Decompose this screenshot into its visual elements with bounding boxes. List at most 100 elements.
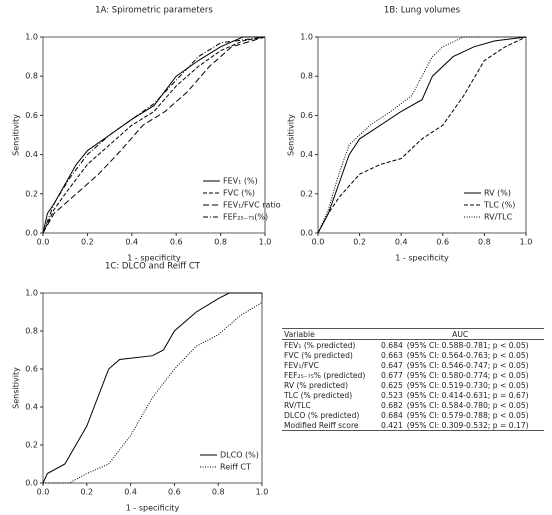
table-row: DLCO (% predicted) 0.684 (95% CI: 0.579-0.… bbox=[282, 410, 544, 420]
x-tick-label: 1.0 bbox=[259, 238, 272, 247]
table-cell: (95% CI: 0.546-0.747; p < 0.05) bbox=[406, 360, 529, 370]
y-tick-label: 0.8 bbox=[300, 72, 313, 81]
legend-label: RV (%) bbox=[484, 189, 511, 198]
y-tick-label: 0.6 bbox=[300, 111, 313, 120]
y-tick-label: 1.0 bbox=[300, 33, 313, 42]
table-cell: FEF₂₅₋₇₅% (predicted) bbox=[284, 370, 366, 380]
table-cell: FEV₁ (% predicted) bbox=[284, 340, 356, 350]
table-cell: RV (% predicted) bbox=[284, 380, 349, 390]
y-tick-label: 0.8 bbox=[25, 72, 38, 81]
legend-label: FEV₁ (%) bbox=[223, 177, 258, 186]
table-cell: Modified Reiff score bbox=[284, 420, 359, 430]
table-row: RV (% predicted) 0.625 (95% CI: 0.519-0.73… bbox=[282, 380, 544, 390]
table-cell: FVC (% predicted) bbox=[284, 350, 353, 360]
x-tick-label: 0.2 bbox=[353, 238, 366, 247]
x-tick-label: 0.6 bbox=[168, 488, 181, 497]
x-tick-label: 0.8 bbox=[214, 238, 227, 247]
x-tick-label: 1.0 bbox=[256, 488, 269, 497]
roc-curve bbox=[317, 36, 527, 234]
y-tick-label: 0.2 bbox=[300, 189, 313, 198]
y-tick-label: 0.0 bbox=[300, 229, 313, 238]
table-header: Variable AUC bbox=[282, 328, 544, 340]
y-tick-label: 0.4 bbox=[300, 150, 313, 159]
x-axis-label: 1 - specificity bbox=[126, 504, 180, 513]
roc-curve bbox=[317, 36, 527, 234]
table-cell: 0.684 bbox=[381, 410, 403, 420]
roc-curve bbox=[42, 36, 266, 234]
legend-label: TLC (%) bbox=[483, 201, 515, 210]
x-tick-label: 0.6 bbox=[170, 238, 183, 247]
table-cell: (95% CI: 0.579-0.788; p < 0.05) bbox=[406, 410, 529, 420]
legend-label: FVC (%) bbox=[223, 189, 255, 198]
table-cell: TLC (% predicted) bbox=[284, 390, 353, 400]
y-tick-label: 0.2 bbox=[25, 189, 38, 198]
table-cell: 0.663 bbox=[381, 350, 403, 360]
table-cell: (95% CI: 0.584-0.780; p < 0.05) bbox=[406, 400, 529, 410]
x-tick-label: 0.0 bbox=[37, 238, 50, 247]
roc-curve bbox=[43, 293, 263, 484]
y-axis-label: Sensitivity bbox=[12, 367, 21, 409]
table-cell: 0.682 bbox=[381, 400, 403, 410]
y-tick-label: 0.4 bbox=[25, 150, 38, 159]
y-tick-label: 0.6 bbox=[25, 365, 38, 374]
y-tick-label: 0.4 bbox=[25, 403, 38, 412]
legend-label: FEF₂₅₋₇₅(%) bbox=[223, 213, 268, 222]
y-tick-label: 0.6 bbox=[25, 111, 38, 120]
x-axis-label: 1 - specificity bbox=[395, 254, 449, 263]
auc-table: Variable AUC FEV₁ (% predicted) 0.684 (95%… bbox=[282, 328, 544, 431]
y-tick-label: 1.0 bbox=[25, 33, 38, 42]
table-row: FVC (% predicted) 0.663 (95% CI: 0.564-0.7… bbox=[282, 350, 544, 360]
table-cell: 0.625 bbox=[381, 380, 403, 390]
table-row: FEV₁ (% predicted) 0.684 (95% CI: 0.588-0.… bbox=[282, 340, 544, 351]
y-axis-label: Sensitivity bbox=[12, 114, 21, 156]
table-cell: 0.647 bbox=[381, 360, 403, 370]
chart-title: 1A: Spirometric parameters bbox=[95, 6, 213, 16]
x-axis-label: 1 - specificity bbox=[127, 254, 181, 263]
plot-frame bbox=[42, 292, 263, 484]
table-cell: (95% CI: 0.564-0.763; p < 0.05) bbox=[406, 350, 529, 360]
table-cell: 0.684 bbox=[381, 340, 403, 350]
header-cell: AUC bbox=[452, 329, 469, 339]
y-tick-label: 0.0 bbox=[25, 229, 38, 238]
chart-title: 1B: Lung volumes bbox=[384, 6, 461, 16]
table-cell: (95% CI: 0.588-0.781; p < 0.05) bbox=[406, 340, 529, 350]
x-tick-label: 0.4 bbox=[125, 238, 138, 247]
roc-curve bbox=[42, 36, 266, 234]
legend-label: FEV₁/FVC ratio bbox=[223, 201, 281, 210]
table-row: RV/TLC 0.682 (95% CI: 0.584-0.780; p < 0.0… bbox=[282, 400, 544, 410]
table-row: TLC (% predicted) 0.523 (95% CI: 0.414-0.6… bbox=[282, 390, 544, 400]
x-tick-label: 0.0 bbox=[37, 488, 50, 497]
legend-label: RV/TLC bbox=[484, 213, 513, 222]
plot-frame bbox=[42, 36, 266, 234]
x-tick-label: 0.0 bbox=[312, 238, 325, 247]
roc-curve bbox=[42, 292, 262, 484]
y-tick-label: 0.0 bbox=[25, 479, 38, 488]
table-cell: RV/TLC bbox=[284, 400, 311, 410]
header-cell: Variable bbox=[284, 329, 315, 339]
table-row: FEF₂₅₋₇₅% (predicted) 0.677 (95% CI: 0.580… bbox=[282, 370, 544, 380]
table-cell: 0.421 bbox=[381, 420, 403, 430]
table-row: FEV₁/FVC 0.647 (95% CI: 0.546-0.747; p < 0… bbox=[282, 360, 544, 370]
table-cell: (95% CI: 0.414-0.631; p = 0.67) bbox=[406, 390, 529, 400]
table-cell: (95% CI: 0.580-0.774; p < 0.05) bbox=[406, 370, 529, 380]
x-tick-label: 0.6 bbox=[436, 238, 449, 247]
x-tick-label: 0.2 bbox=[81, 238, 94, 247]
y-axis-label: Sensitivity bbox=[287, 114, 296, 156]
plot-frame bbox=[317, 36, 527, 234]
x-tick-label: 0.8 bbox=[478, 238, 491, 247]
legend-label: DLCO (%) bbox=[220, 451, 259, 460]
table-cell: (95% CI: 0.519-0.730; p < 0.05) bbox=[406, 380, 529, 390]
legend-label: Reiff CT bbox=[220, 463, 251, 472]
roc-curve bbox=[42, 36, 266, 234]
table-row: Modified Reiff score 0.421 (95% CI: 0.309-… bbox=[282, 420, 544, 431]
table-cell: FEV₁/FVC bbox=[284, 360, 319, 370]
y-tick-label: 0.2 bbox=[25, 441, 38, 450]
y-tick-label: 1.0 bbox=[25, 289, 38, 298]
x-tick-label: 1.0 bbox=[520, 238, 533, 247]
y-tick-label: 0.8 bbox=[25, 327, 38, 336]
chart-title: 1C: DLCO and Reiff CT bbox=[105, 262, 201, 272]
roc-curve bbox=[317, 36, 526, 234]
x-tick-label: 0.4 bbox=[395, 238, 408, 247]
